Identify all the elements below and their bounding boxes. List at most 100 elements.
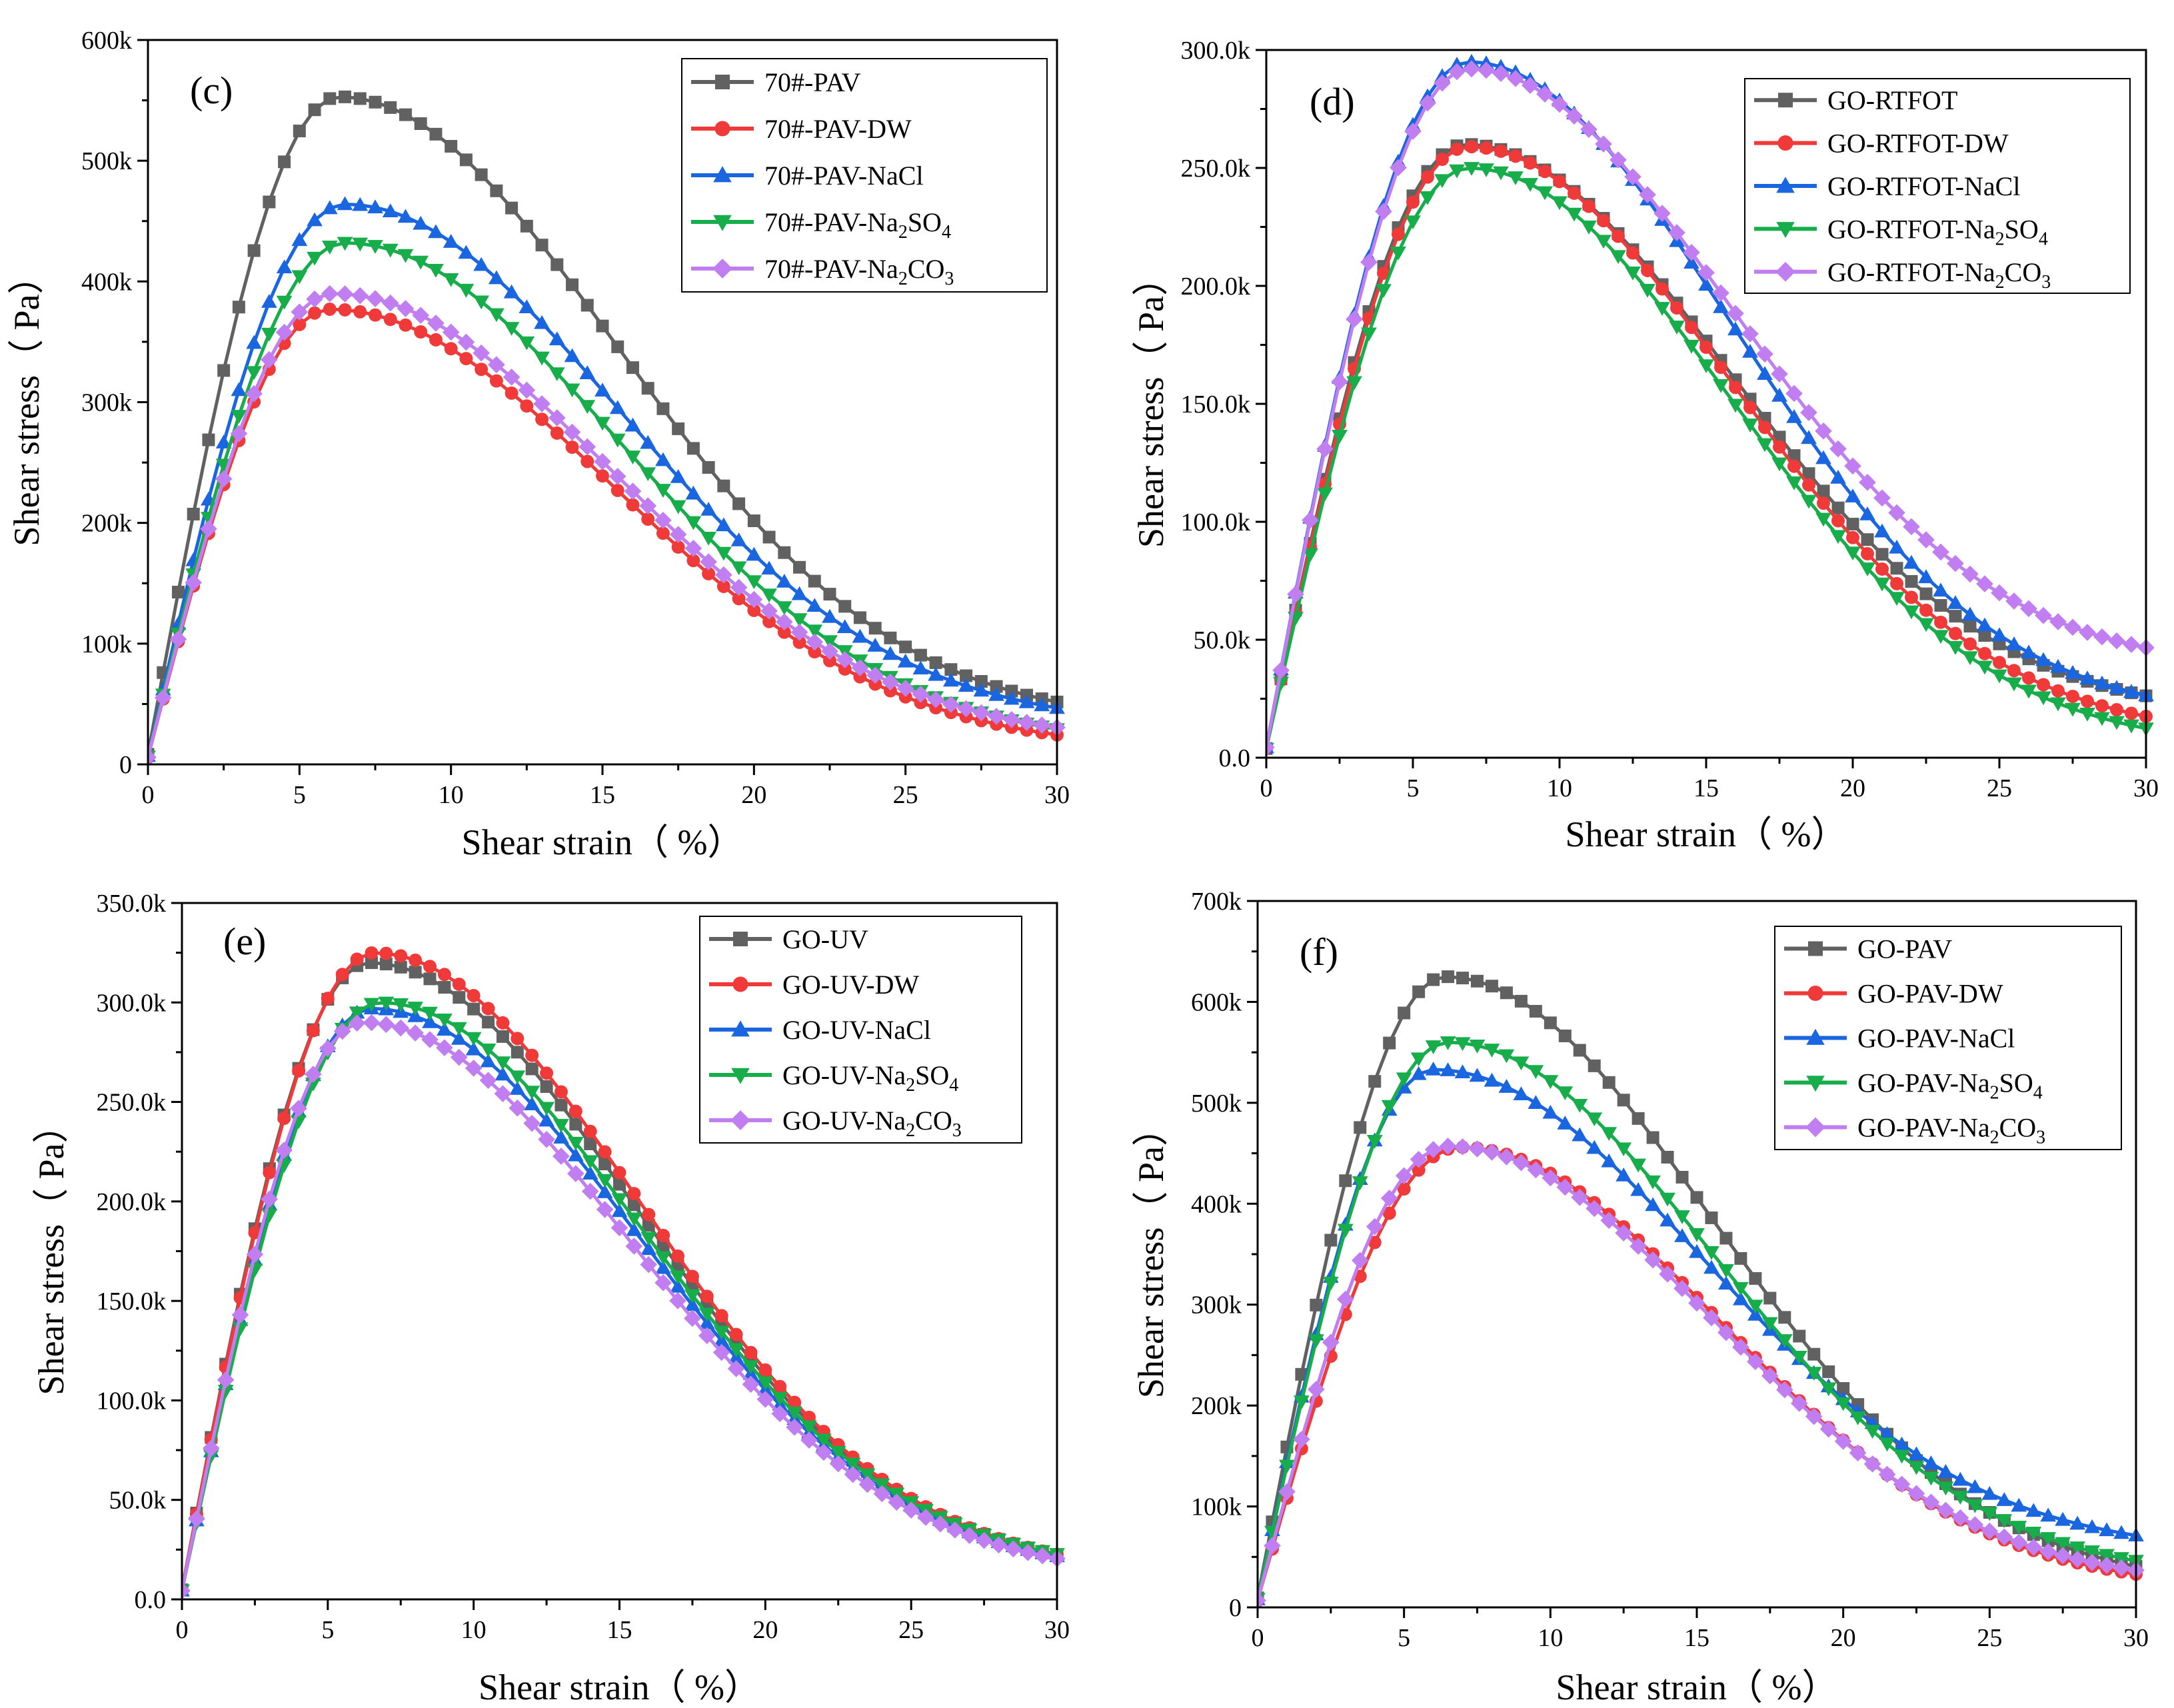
data-point: [656, 1228, 670, 1242]
x-tick-label: 15: [590, 781, 615, 809]
data-point: [670, 500, 686, 514]
data-point: [1674, 1228, 1690, 1242]
data-point: [717, 479, 730, 492]
data-point: [1822, 1365, 1835, 1378]
data-point: [1368, 1075, 1382, 1088]
data-point: [1493, 166, 1509, 181]
data-point: [866, 666, 884, 684]
data-point: [336, 285, 354, 303]
data-point: [337, 196, 353, 211]
data-point: [1616, 1142, 1632, 1157]
data-point: [1893, 1436, 1910, 1451]
data-point: [957, 700, 975, 718]
legend-label: 70#-PAV-NaCl: [764, 161, 924, 191]
data-point: [1846, 517, 1859, 530]
data-point: [1918, 569, 1934, 584]
data-point: [1879, 1437, 1895, 1452]
data-point: [1529, 1004, 1542, 1018]
data-point: [1699, 341, 1713, 355]
data-point: [1743, 401, 1757, 415]
data-point: [523, 1114, 541, 1132]
data-point: [1952, 1491, 1969, 1505]
data-point: [379, 946, 393, 960]
data-point: [407, 1002, 424, 1016]
data-point: [511, 1046, 524, 1059]
data-point: [1492, 65, 1510, 83]
data-point: [1434, 74, 1451, 92]
data-point: [1310, 1298, 1323, 1311]
data-point: [1522, 178, 1538, 192]
y-tick-label: 200.0k: [97, 1188, 167, 1216]
y-tick-label: 600k: [81, 27, 132, 55]
data-point: [247, 244, 261, 257]
legend-label: GO-PAV: [1857, 934, 1952, 964]
data-point: [942, 696, 960, 713]
data-point: [2025, 1538, 2043, 1556]
data-point: [185, 574, 203, 592]
data-point: [473, 257, 490, 271]
data-point: [450, 1048, 468, 1066]
data-point: [367, 240, 383, 254]
data-point: [786, 1406, 802, 1421]
legend-marker: [1807, 985, 1823, 1002]
data-point: [1655, 282, 1669, 296]
x-axis-title: Shear strain（ %）: [462, 822, 744, 862]
data-point: [1410, 1052, 1427, 1067]
data-point: [1996, 1514, 2013, 1529]
x-tick-label: 0: [1260, 774, 1273, 802]
data-point: [932, 1515, 949, 1533]
data-point: [1733, 1281, 1749, 1296]
data-point: [1528, 1065, 1544, 1080]
data-point: [713, 1325, 730, 1340]
y-tick-label: 200k: [81, 510, 132, 538]
data-point: [836, 651, 854, 668]
data-point: [1317, 487, 1333, 502]
data-point: [1645, 1197, 1661, 1212]
data-point: [1382, 1206, 1396, 1220]
data-point: [323, 92, 337, 105]
data-point: [524, 1096, 541, 1110]
data-point: [1703, 1309, 1720, 1327]
data-point: [815, 1433, 832, 1448]
data-point: [263, 1166, 277, 1180]
data-point: [2025, 1503, 2042, 1517]
data-point: [548, 367, 565, 381]
data-point: [1859, 506, 1875, 520]
data-point: [684, 1289, 700, 1303]
data-point: [873, 1485, 891, 1503]
data-point: [776, 601, 792, 616]
data-point: [393, 998, 409, 1012]
data-point: [929, 656, 942, 669]
data-point: [582, 1166, 598, 1180]
y-tick-label: 100k: [1191, 1493, 1242, 1521]
data-point: [1557, 1086, 1574, 1101]
data-point: [1834, 1432, 1852, 1450]
data-point: [800, 1431, 818, 1449]
data-point: [1346, 376, 1362, 391]
data-point: [611, 1193, 628, 1208]
data-point: [822, 608, 838, 623]
data-point: [671, 1249, 685, 1263]
data-point: [1919, 587, 1933, 600]
chart-panel-d: 0 5 10 15 20 25 30 0.0 50.0k 100.0k 150.0k 200.0k 25…: [1131, 37, 2159, 854]
data-point: [1791, 1350, 1807, 1365]
data-point: [1835, 1397, 1851, 1411]
x-tick-label: 5: [1398, 1624, 1410, 1652]
data-point: [2006, 677, 2022, 692]
data-point: [1859, 474, 1876, 491]
data-point: [1646, 1131, 1659, 1144]
data-point: [2084, 1519, 2100, 1533]
data-point: [480, 1043, 497, 1058]
data-point: [1556, 1178, 1574, 1196]
data-point: [2113, 1552, 2129, 1566]
data-point: [1908, 1446, 1925, 1461]
data-point: [640, 434, 656, 449]
data-point: [627, 1187, 641, 1201]
y-tick-label: 250.0k: [1181, 155, 1251, 183]
data-point: [533, 395, 550, 413]
data-point: [1616, 1167, 1632, 1182]
data-point: [747, 514, 760, 527]
data-point: [1527, 1161, 1545, 1179]
data-point: [773, 1379, 787, 1393]
data-point: [883, 684, 897, 698]
